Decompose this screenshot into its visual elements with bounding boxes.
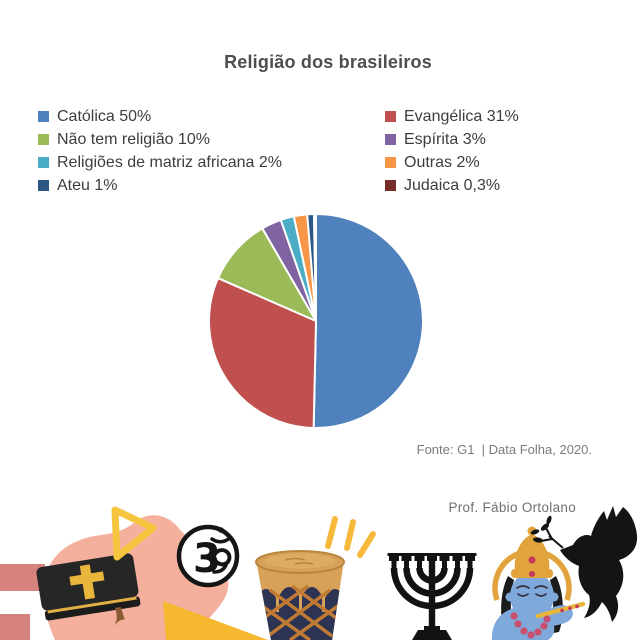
pink-block-decoration: [0, 614, 30, 640]
legend-item-outras: Outras 2%: [385, 154, 604, 171]
triangle-decoration: [163, 601, 268, 640]
legend-item-ateu: Ateu 1%: [38, 177, 385, 194]
triangle-outline-decoration: [111, 506, 157, 561]
legend-label: Judaica 0,3%: [404, 177, 501, 194]
legend-swatch: [38, 111, 49, 122]
legend-item-catolica: Católica 50%: [38, 108, 385, 125]
rays-icon: [325, 516, 376, 558]
pie-legend: Católica 50% Evangélica 31% Não tem reli…: [38, 108, 604, 194]
drum-icon: [255, 550, 345, 640]
legend-swatch: [385, 157, 396, 168]
bead-garland: [510, 612, 551, 639]
krishna-icon: [491, 526, 586, 640]
legend-label: Católica 50%: [57, 108, 152, 125]
legend-item-nao-tem-religiao: Não tem religião 10%: [38, 131, 385, 148]
legend-swatch: [385, 134, 396, 145]
source-note: Fonte: G1 | Data Folha, 2020.: [416, 442, 592, 457]
om-icon: 3: [176, 524, 240, 588]
pie-slice-1: [208, 277, 317, 429]
legend-item-espirita: Espírita 3%: [385, 131, 604, 148]
page-title: Religião dos brasileiros: [224, 52, 432, 72]
pie-chart: [208, 213, 424, 429]
bible-icon: [36, 553, 141, 627]
dove-icon: [530, 506, 638, 622]
legend-item-matriz-africana: Religiões de matriz africana 2%: [38, 154, 385, 171]
legend-item-judaica: Judaica 0,3%: [385, 177, 604, 194]
pie-slice-7: [312, 213, 317, 322]
legend-label: Espírita 3%: [404, 131, 486, 148]
legend-label: Ateu 1%: [57, 177, 118, 194]
legend-swatch: [385, 180, 396, 191]
menorah-icon: [387, 553, 477, 640]
legend-swatch: [38, 157, 49, 168]
menorah-candle-holders: [387, 553, 477, 569]
legend-label: Religiões de matriz africana 2%: [57, 154, 282, 171]
legend-label: Não tem religião 10%: [57, 131, 210, 148]
legend-label: Outras 2%: [404, 154, 480, 171]
legend-swatch: [38, 180, 49, 191]
pie-slice-0: [312, 213, 424, 429]
author-credit: Prof. Fábio Ortolano: [448, 500, 576, 515]
legend-label: Evangélica 31%: [404, 108, 519, 125]
legend-swatch: [385, 111, 396, 122]
legend-swatch: [38, 134, 49, 145]
legend-item-evangelica: Evangélica 31%: [385, 108, 604, 125]
religions-illustration-band: 3: [0, 506, 638, 640]
